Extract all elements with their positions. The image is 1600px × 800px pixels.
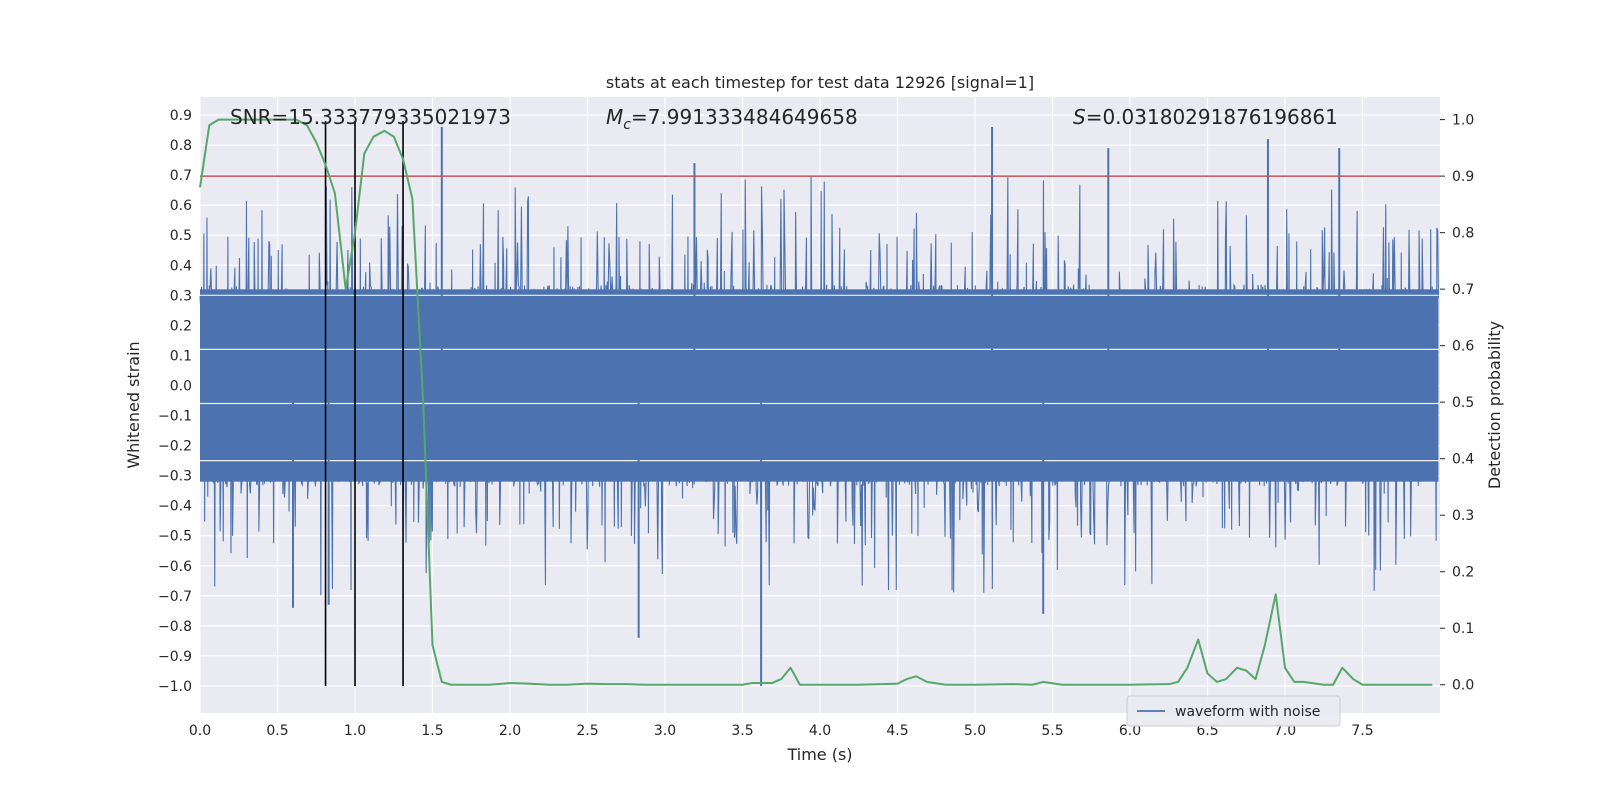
y-left-tick-label: 0.9: [170, 108, 192, 124]
x-tick-label: 0.5: [266, 723, 288, 739]
y-left-tick-label: 0.2: [170, 318, 192, 334]
y-left-tick-label: 0.1: [170, 348, 192, 364]
y-left-tick-label: −0.6: [158, 559, 192, 575]
x-tick-label: 1.0: [344, 723, 366, 739]
y-right-tick-labels: 1.0 0.9 0.8 0.7 0.6 0.5 0.4 0.3 0.2 0.1 0.0: [1440, 113, 1474, 694]
x-tick-label: 4.5: [886, 723, 908, 739]
y-left-tick-label: 0.4: [170, 258, 192, 274]
chirp-mass-annotation: Mc=7.991333484649658: [606, 105, 858, 133]
x-tick-labels: 0.0 0.5 1.0 1.5 2.0 2.5 3.0 3.5 4.0 4.5 5.0 5.5 6.0 6…: [189, 723, 1374, 739]
detection-probability-line: [199, 118, 1433, 686]
legend-box: [1126, 695, 1341, 727]
y-left-tick-label: −0.3: [158, 469, 192, 485]
legend-label-waveform: waveform with noise: [1175, 704, 1320, 720]
series-detection-probability: [199, 118, 1433, 686]
y-right-tick-label: 0.9: [1452, 169, 1474, 185]
x-tick-label: 3.0: [654, 723, 676, 739]
y-left-tick-labels: 0.9 0.8 0.7 0.6 0.5 0.4 0.3 0.2 0.1 0.0 −0.1 −0.2 −0…: [158, 108, 192, 695]
chirp-mass-symbol: M: [606, 105, 623, 129]
s-value: =0.03180291876196861: [1086, 105, 1338, 129]
x-tick-label: 7.0: [1274, 723, 1296, 739]
x-tick-label: 1.5: [421, 723, 443, 739]
y-left-tick-label: −1.0: [158, 679, 192, 695]
x-tick-label: 5.0: [964, 723, 986, 739]
s-annotation: S=0.03180291876196861: [1073, 105, 1338, 129]
y-right-tick-label: 0.3: [1452, 508, 1474, 524]
y-right-axis-label: Detection probability: [1485, 321, 1504, 489]
y-left-tick-label: 0.3: [170, 288, 192, 304]
y-right-tick-label: 0.6: [1452, 339, 1474, 355]
series-waveform-with-noise: [199, 127, 1439, 686]
y-right-tick-label: 1.0: [1452, 113, 1474, 129]
x-tick-label: 6.5: [1196, 723, 1218, 739]
y-left-tick-label: 0.7: [170, 168, 192, 184]
x-tick-label: 2.5: [576, 723, 598, 739]
y-left-tick-label: −0.2: [158, 439, 192, 455]
y-right-tick-label: 0.0: [1452, 678, 1474, 694]
y-right-tick-label: 0.2: [1452, 565, 1474, 581]
x-tick-label: 7.5: [1351, 723, 1373, 739]
chirp-mass-subscript: c: [623, 117, 631, 133]
y-left-tick-label: −0.4: [158, 499, 192, 515]
x-axis-label: Time (s): [786, 745, 852, 764]
waveform-band: [200, 289, 1439, 482]
x-tick-label: 4.0: [809, 723, 831, 739]
legend: waveform with noise: [1126, 695, 1341, 727]
y-left-axis-label: Whitened strain: [124, 341, 143, 468]
x-tick-label: 2.0: [499, 723, 521, 739]
y-left-tick-label: −0.7: [158, 589, 192, 605]
x-tick-label: 0.0: [189, 723, 211, 739]
y-left-tick-label: −0.1: [158, 409, 192, 425]
y-right-tick-label: 0.4: [1452, 452, 1474, 468]
snr-annotation: SNR=15.333779335021973: [230, 105, 511, 129]
y-right-tick-label: 0.8: [1452, 226, 1474, 242]
x-tick-label: 5.5: [1041, 723, 1063, 739]
s-symbol: S: [1073, 105, 1086, 129]
marker-lines: [324, 121, 404, 686]
y-right-tick-label: 0.1: [1452, 621, 1474, 637]
y-right-tick-label: 0.5: [1452, 395, 1474, 411]
y-left-tick-label: −0.9: [158, 649, 192, 665]
x-tick-label: 6.0: [1119, 723, 1141, 739]
chart-title: stats at each timestep for test data 129…: [606, 73, 1034, 92]
y-left-tick-label: 0.8: [170, 138, 192, 154]
y-left-tick-label: 0.0: [170, 378, 192, 394]
y-left-tick-label: 0.5: [170, 228, 192, 244]
chirp-mass-value: =7.991333484649658: [631, 105, 858, 129]
y-left-tick-label: 0.6: [170, 198, 192, 214]
y-right-tick-label: 0.7: [1452, 282, 1474, 298]
y-left-tick-label: −0.8: [158, 619, 192, 635]
x-tick-label: 3.5: [731, 723, 753, 739]
y-left-tick-label: −0.5: [158, 529, 192, 545]
